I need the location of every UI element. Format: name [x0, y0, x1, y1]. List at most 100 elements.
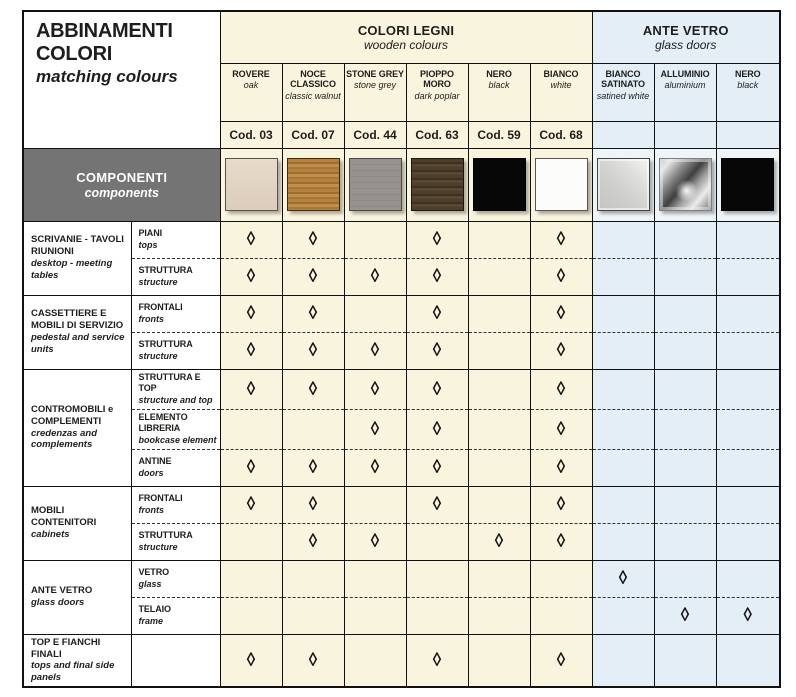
match-cell: ◊ [405, 485, 469, 524]
match-cell: ◊ [281, 331, 345, 369]
match-cell [591, 257, 655, 295]
column-header-pioppo-moro: PIOPPO MORO dark poplar [405, 62, 469, 122]
row-label: STRUTTURA E TOP structure and top [130, 368, 221, 410]
section-label: CONTROMOBILI e COMPLEMENTI credenzas and … [22, 368, 132, 487]
title-italian: ABBINAMENTI COLORI [36, 20, 173, 65]
swatch-cell [653, 147, 717, 222]
row-label-italian: FRONTALI [138, 301, 183, 312]
row-label-italian: PIANI [138, 227, 163, 238]
diamond-mark: ◊ [432, 648, 442, 671]
group-label-italian: ANTE VETRO [642, 22, 729, 38]
row-label-english: structure [138, 541, 178, 552]
match-cell [219, 408, 283, 450]
group-label-english: wooden colours [363, 37, 449, 52]
match-cell [343, 294, 407, 332]
match-cell [591, 522, 655, 561]
match-cell [467, 368, 531, 410]
table-row: ANTINE doors ◊ ◊ ◊ ◊ ◊ [23, 448, 781, 487]
match-cell [467, 220, 531, 258]
code-cell: Cod. 63 [405, 120, 469, 149]
code-cell: Cod. 59 [467, 120, 531, 149]
match-cell [715, 331, 781, 369]
diamond-mark: ◊ [432, 455, 442, 478]
swatch-cell [715, 147, 781, 222]
column-header-alluminio: ALLUMINIO aluminium [653, 62, 717, 122]
column-header-bianco: BIANCO white [529, 62, 593, 122]
section-label-english: credenzas and complements [31, 427, 97, 451]
table-row: ROVERE oak NOCE CLASSICO classic walnut ST… [23, 62, 781, 122]
row-label-english: doors [138, 467, 164, 478]
section-label: CASSETTIERE E MOBILI DI SERVIZIO pedestal… [22, 294, 132, 369]
match-cell: ◊ [343, 448, 407, 487]
row-label-italian: STRUTTURA E TOP [138, 371, 201, 394]
match-cell: ◊ [715, 596, 781, 635]
match-cell [343, 559, 407, 598]
match-cell: ◊ [219, 331, 283, 369]
diamond-mark: ◊ [246, 648, 256, 671]
code-cell: Cod. 44 [343, 120, 407, 149]
row-label: STRUTTURA structure [130, 331, 221, 369]
row-label-english: frame [138, 615, 164, 626]
match-cell: ◊ [281, 294, 345, 332]
match-cell [653, 331, 717, 369]
swatch-stone-grey [348, 158, 402, 211]
match-cell [653, 294, 717, 332]
group-label-italian: COLORI LEGNI [357, 22, 455, 38]
code-cell [591, 120, 655, 149]
diamond-mark: ◊ [494, 529, 504, 552]
section-label-english: pedestal and service units [31, 332, 125, 355]
row-label-english: glass [138, 578, 162, 589]
match-cell: ◊ [281, 220, 345, 258]
column-header-stone-grey: STONE GREY stone grey [343, 62, 407, 122]
match-cell: ◊ [405, 294, 469, 332]
match-cell: ◊ [405, 633, 469, 688]
diamond-mark: ◊ [432, 338, 442, 361]
match-cell [653, 368, 717, 410]
match-cell [715, 485, 781, 524]
diamond-mark: ◊ [370, 264, 380, 287]
match-cell [715, 408, 781, 450]
section-label-italian: ANTE VETRO [31, 585, 93, 597]
match-cell: ◊ [219, 633, 283, 688]
table-row: STRUTTURA structure ◊ ◊ ◊ ◊ ◊ [23, 257, 781, 295]
match-cell: ◊ [529, 257, 593, 295]
match-cell: ◊ [405, 408, 469, 450]
table-row: STRUTTURA structure ◊ ◊ ◊ ◊ [23, 522, 781, 561]
match-cell: ◊ [343, 522, 407, 561]
diamond-mark: ◊ [556, 338, 566, 361]
match-cell: ◊ [343, 331, 407, 369]
diamond-mark: ◊ [432, 264, 442, 287]
diamond-mark: ◊ [246, 455, 256, 478]
match-cell [653, 408, 717, 450]
diamond-mark: ◊ [556, 264, 566, 287]
match-cell: ◊ [219, 485, 283, 524]
swatch-bianco [534, 158, 588, 211]
diamond-mark: ◊ [246, 338, 256, 361]
match-cell: ◊ [529, 485, 593, 524]
swatch-cell [529, 147, 593, 222]
match-cell [653, 522, 717, 561]
diamond-mark: ◊ [370, 529, 380, 552]
row-label-english: fronts [138, 504, 165, 515]
match-cell [219, 559, 283, 598]
match-cell [715, 294, 781, 332]
match-cell [591, 220, 655, 258]
match-cell [467, 257, 531, 295]
diamond-mark: ◊ [556, 377, 566, 399]
match-cell: ◊ [343, 368, 407, 410]
row-label: STRUTTURA structure [130, 522, 221, 561]
diamond-mark: ◊ [556, 227, 566, 250]
diamond-mark: ◊ [556, 417, 566, 440]
row-label: VETRO glass [130, 559, 221, 598]
section-label: MOBILI CONTENITORI cabinets [22, 485, 132, 561]
swatch-bianco-satinato [596, 158, 650, 211]
swatch-cell [281, 147, 345, 222]
match-cell: ◊ [281, 633, 345, 688]
match-cell [715, 522, 781, 561]
group-header-wooden-colours: COLORI LEGNI wooden colours [219, 10, 593, 64]
swatch-noce-classico [286, 158, 340, 211]
row-label-italian: ELEMENTO LIBRERIA [138, 411, 188, 434]
diamond-mark: ◊ [432, 377, 442, 399]
match-cell: ◊ [529, 220, 593, 258]
components-label-italian: COMPONENTI [76, 169, 168, 185]
